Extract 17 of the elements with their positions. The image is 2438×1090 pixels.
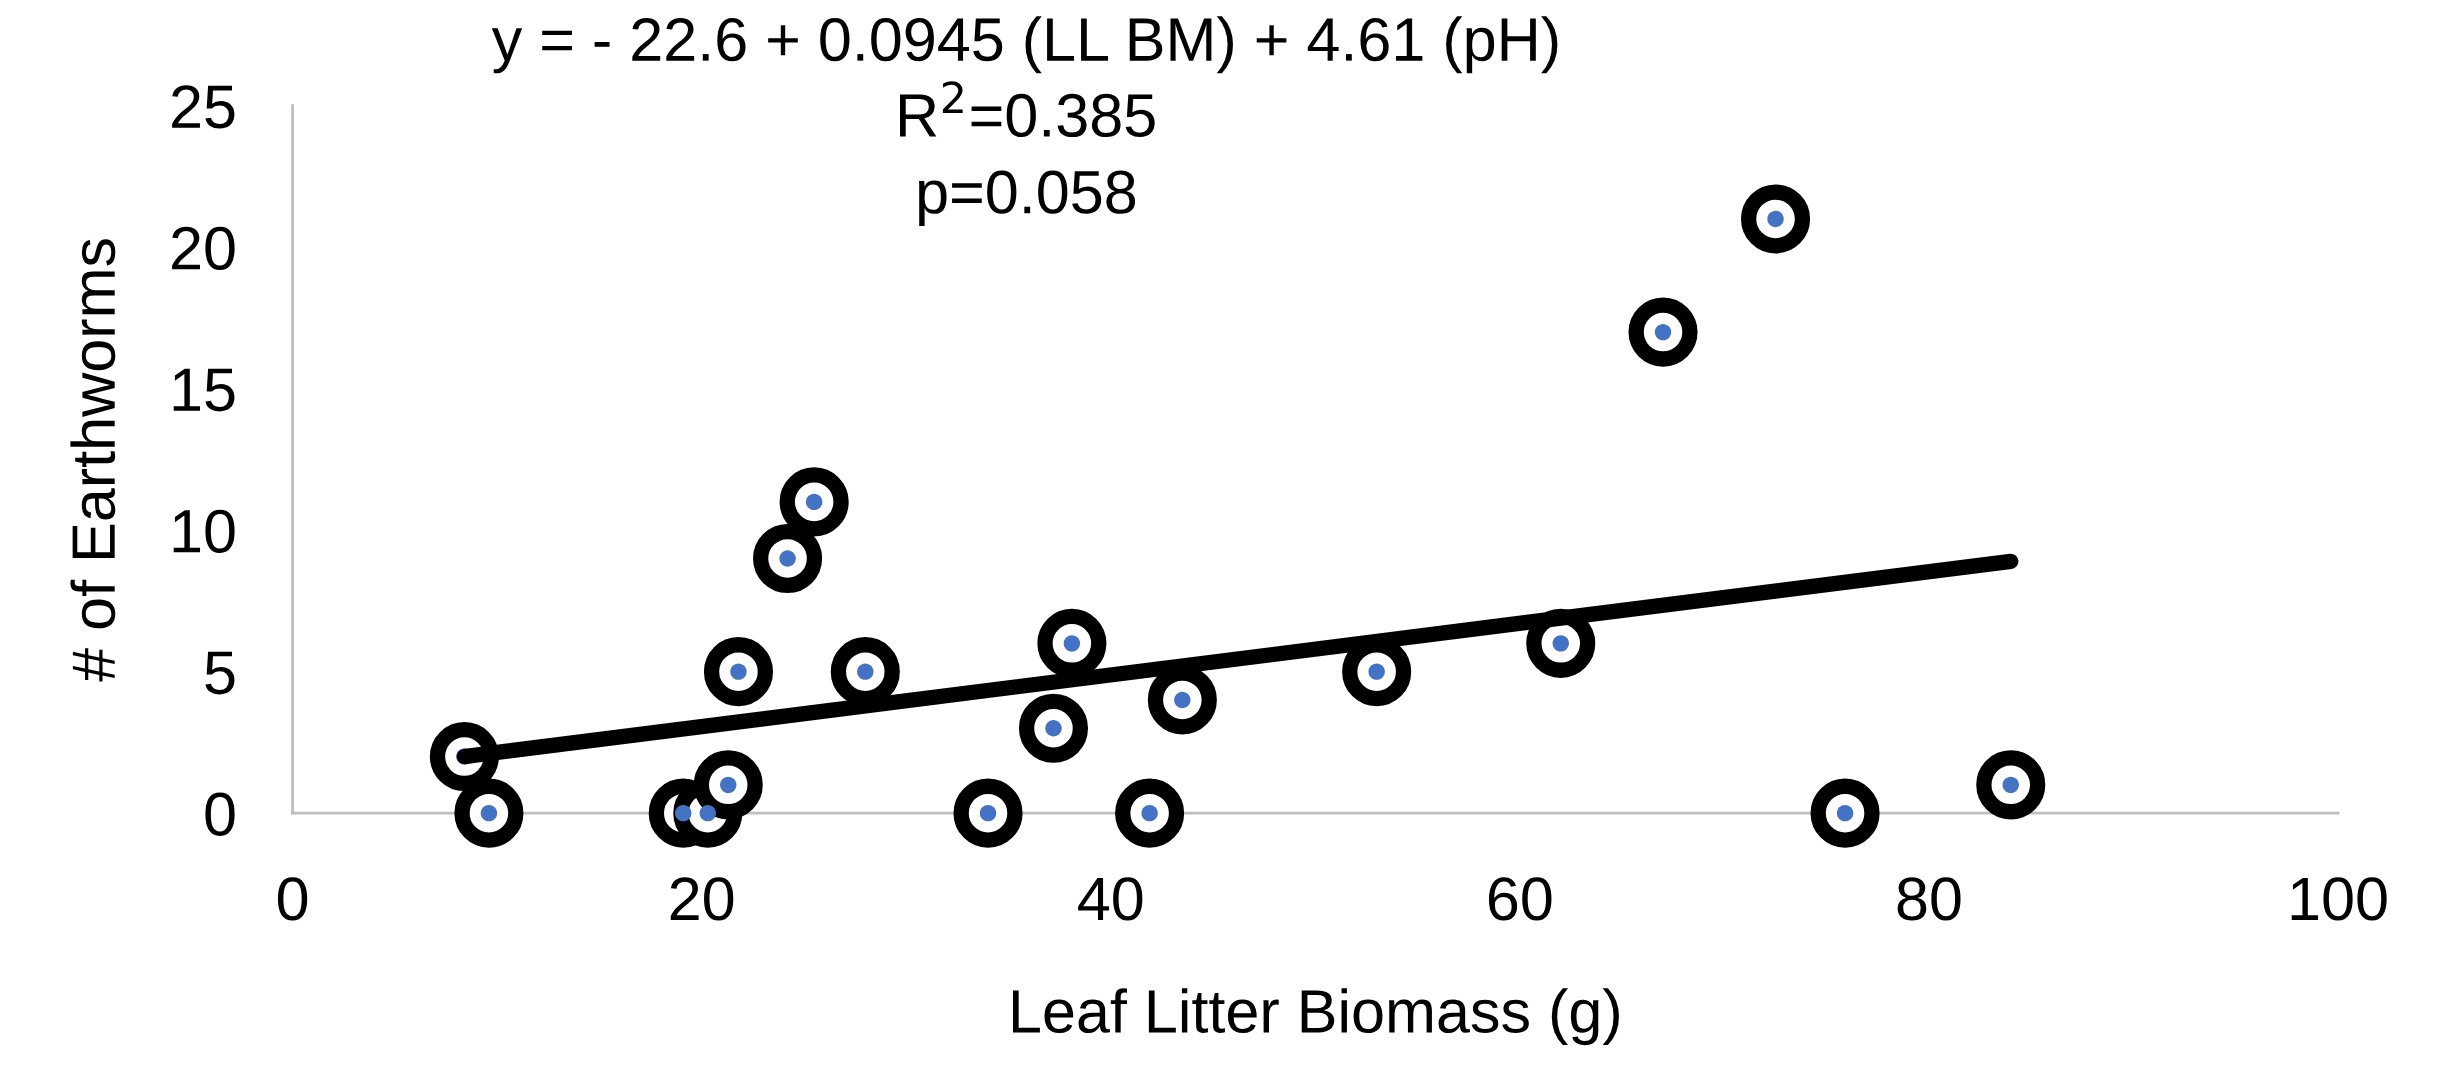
y-axis-title: # of Earthworms: [70, 239, 116, 682]
x-tick-label: 60: [1488, 877, 1552, 921]
annotation: p=0.058: [919, 170, 1136, 226]
x-tick-label: 100: [2291, 877, 2387, 921]
x-tick-label: 80: [1897, 877, 1961, 921]
y-tick-label: 10: [173, 509, 235, 553]
annotation: R$^{2}$=0.385: [900, 81, 1155, 138]
y-tick-label: 5: [205, 651, 235, 695]
text: y = - 22.6 + 0.0945 (LL BM) + 4.61 (pH): [491, 16, 1558, 74]
x-axis-title: Leaf Litter Biomass (g): [1012, 988, 1619, 1046]
y-tick-label: 20: [172, 226, 235, 270]
x-tick-label: 0: [277, 877, 308, 921]
x-tick-label: 40: [1078, 877, 1143, 921]
x-tick-label: 20: [670, 877, 734, 921]
y-tick-label: 0: [205, 792, 235, 836]
y-tick-label: 25: [172, 85, 235, 129]
y-tick-label: 15: [173, 368, 235, 412]
